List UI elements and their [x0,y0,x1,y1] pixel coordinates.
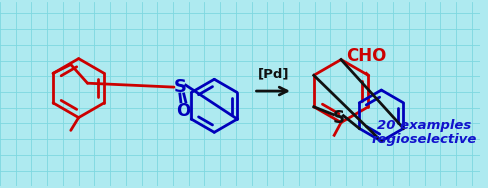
Text: CHO: CHO [346,46,386,64]
Text: regioselective: regioselective [372,133,477,146]
Text: S: S [332,109,345,127]
Text: [Pd]: [Pd] [258,67,289,80]
Text: S: S [173,78,186,96]
Text: O: O [176,102,190,120]
Text: 20 examples: 20 examples [378,119,472,132]
